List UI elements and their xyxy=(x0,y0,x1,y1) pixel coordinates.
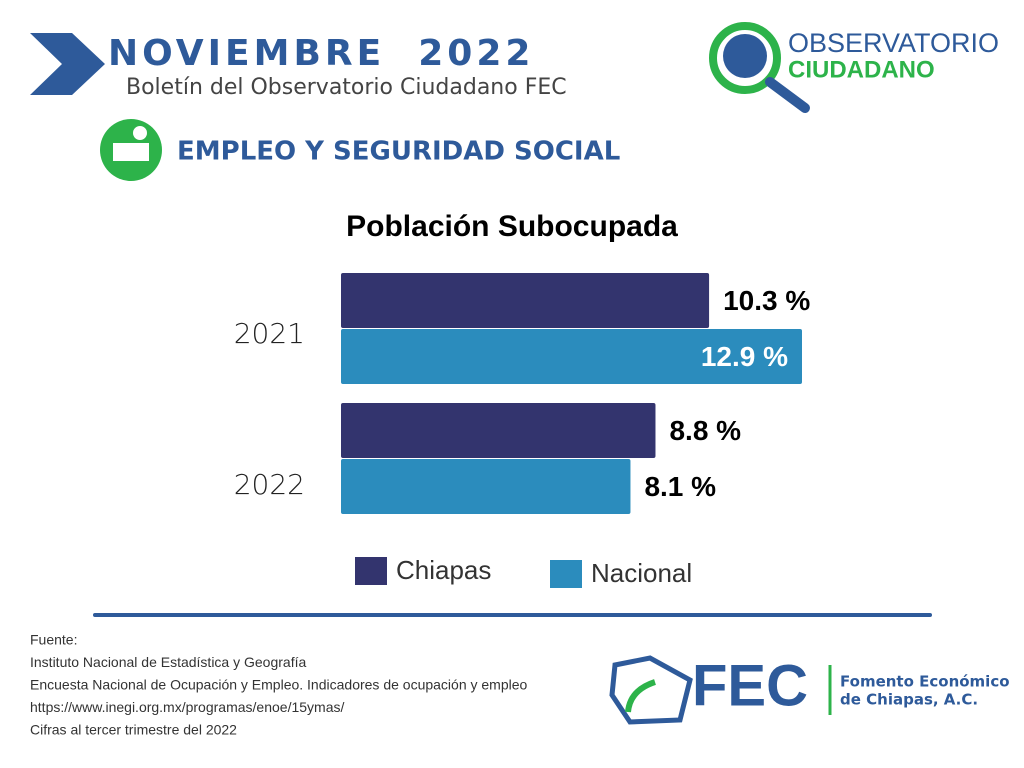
fec-map xyxy=(609,655,693,725)
y-tick-label: 2021 xyxy=(234,317,305,350)
org-name: de Chiapas, A.C. xyxy=(840,691,978,709)
bar xyxy=(341,273,710,328)
data-label: 10.3 % xyxy=(723,285,810,316)
header-subtitle: Boletín del Observatorio Ciudadano FEC xyxy=(126,75,567,100)
logo-ring xyxy=(709,22,781,94)
header-arrow xyxy=(30,33,105,95)
logo-text: OBSERVATORIO xyxy=(788,28,999,58)
legend-swatch xyxy=(355,557,387,585)
legend-label: Chiapas xyxy=(396,555,491,585)
chart-title: Población Subocupada xyxy=(346,210,678,243)
data-label: 8.8 % xyxy=(669,415,741,446)
logo-people xyxy=(723,34,767,78)
bar xyxy=(341,459,631,514)
fec-logo-text: FEC xyxy=(692,653,808,718)
header-title: NOVIEMBRE 2022 xyxy=(108,33,534,74)
logo-text: CIUDADANO xyxy=(788,56,935,83)
data-label: 12.9 % xyxy=(701,341,788,372)
source-line: Fuente: xyxy=(30,632,77,648)
logo-handle xyxy=(765,77,810,113)
source-line: Cifras al tercer trimestre del 2022 xyxy=(30,722,237,738)
source-line: Instituto Nacional de Estadística y Geog… xyxy=(30,654,306,670)
data-label: 8.1 % xyxy=(644,471,716,502)
source-line: Encuesta Nacional de Ocupación y Empleo.… xyxy=(30,677,528,693)
legend-label: Nacional xyxy=(591,558,692,588)
fec-arrow xyxy=(625,679,657,713)
org-name: Fomento Económico xyxy=(840,673,1010,691)
legend-swatch xyxy=(550,560,582,588)
y-tick-label: 2022 xyxy=(234,468,305,501)
section-icon-desk xyxy=(113,143,149,161)
footer: Fuente: Instituto Nacional de Estadística… xyxy=(30,632,528,738)
bar xyxy=(341,403,656,458)
section-icon-head xyxy=(133,126,147,140)
bar xyxy=(341,329,802,384)
section-title: EMPLEO Y SEGURIDAD SOCIAL xyxy=(177,137,620,167)
source-line: https://www.inegi.org.mx/programas/enoe/… xyxy=(30,699,344,715)
